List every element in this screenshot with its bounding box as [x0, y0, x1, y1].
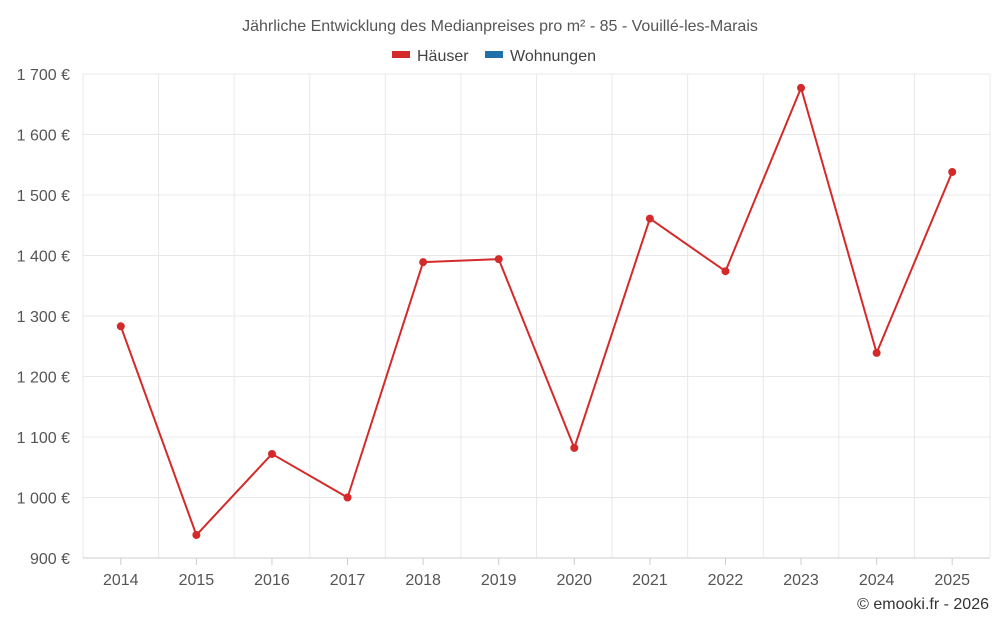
- x-tick-label: 2022: [708, 572, 744, 589]
- x-tick-label: 2016: [254, 572, 290, 589]
- data-point-2017[interactable]: [343, 493, 352, 502]
- chart-title: Jährliche Entwicklung des Medianpreises …: [242, 18, 758, 35]
- x-tick-label: 2018: [405, 572, 441, 589]
- data-point-2016[interactable]: [267, 449, 276, 458]
- legend-swatch-wohnungen: [485, 51, 503, 58]
- x-tick-label: 2024: [859, 572, 895, 589]
- legend-item-hauser[interactable]: Häuser: [392, 48, 469, 65]
- data-point-2020[interactable]: [570, 443, 579, 452]
- y-tick-label: 1 400 €: [17, 249, 70, 266]
- x-tick-label: 2023: [783, 572, 819, 589]
- legend-swatch-hauser: [392, 51, 410, 58]
- credit: © emooki.fr - 2026: [857, 596, 989, 613]
- legend-item-wohnungen[interactable]: Wohnungen: [485, 48, 596, 65]
- y-tick-label: 1 600 €: [17, 128, 70, 145]
- data-point-2022[interactable]: [721, 267, 730, 276]
- data-point-2019[interactable]: [494, 255, 503, 264]
- y-tick-label: 1 700 €: [17, 67, 70, 84]
- y-tick-label: 1 200 €: [17, 370, 70, 387]
- data-point-2021[interactable]: [645, 214, 654, 223]
- axes: 900 € 1 000 € 1 100 € 1 200 € 1 300 € 1 400 €…: [17, 67, 990, 589]
- legend-label-wohnungen: Wohnungen: [510, 48, 596, 65]
- y-tick-label: 1 300 €: [17, 309, 70, 326]
- legend-label-hauser: Häuser: [417, 48, 469, 65]
- grid: [82, 73, 991, 558]
- y-tick-label: 1 000 €: [17, 491, 70, 508]
- data-point-2018[interactable]: [419, 258, 428, 267]
- y-tick-label: 900 €: [30, 551, 70, 568]
- series-line-hauser: [119, 86, 954, 537]
- y-tick-label: 1 100 €: [17, 430, 70, 447]
- x-tick-label: 2019: [481, 572, 517, 589]
- series-hauser: [116, 83, 957, 540]
- y-tick-label: 1 500 €: [17, 188, 70, 205]
- x-tick-label: 2021: [632, 572, 668, 589]
- x-tick-label: 2014: [103, 572, 139, 589]
- data-point-2024[interactable]: [872, 348, 881, 357]
- data-point-2023[interactable]: [797, 83, 806, 92]
- legend: Häuser Wohnungen: [392, 48, 596, 65]
- data-point-2014[interactable]: [116, 322, 125, 331]
- data-point-2015[interactable]: [192, 531, 201, 540]
- x-tick-label: 2020: [556, 572, 592, 589]
- x-tick-label: 2017: [330, 572, 366, 589]
- x-tick-label: 2015: [179, 572, 215, 589]
- x-tick-label: 2025: [934, 572, 970, 589]
- data-point-2025[interactable]: [948, 168, 957, 177]
